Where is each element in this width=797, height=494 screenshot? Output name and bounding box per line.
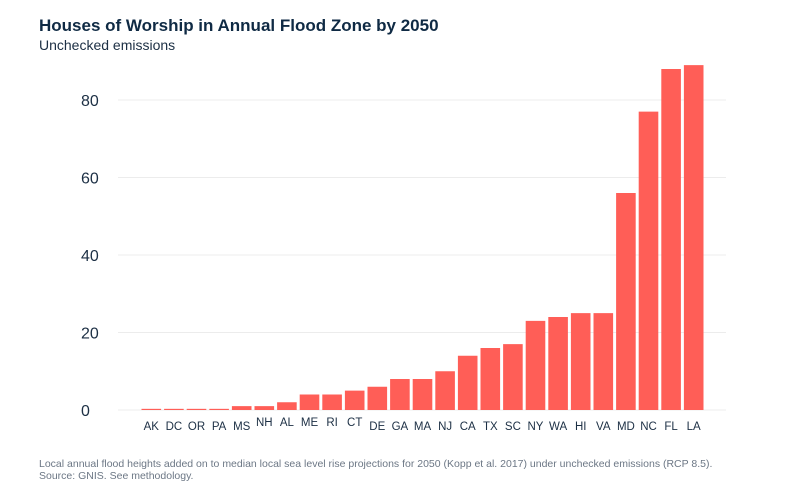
x-tick-label: TX: [483, 421, 498, 433]
x-tick-label: MA: [414, 421, 432, 433]
chart-title: Houses of Worship in Annual Flood Zone b…: [39, 16, 439, 35]
y-tick-label: 0: [81, 403, 90, 420]
bar-wa: [548, 317, 568, 410]
bar-ms: [231, 406, 252, 410]
bar-hi: [570, 313, 591, 410]
bar-nc: [638, 111, 659, 410]
footnote-line-2: Source: GNIS. See methodology.: [39, 470, 194, 482]
y-tick-label: 20: [81, 326, 99, 343]
x-tick-label: RI: [326, 417, 338, 429]
y-tick-label: 80: [81, 93, 99, 110]
x-tick-label: PA: [212, 421, 227, 433]
x-tick-label: LA: [687, 421, 701, 433]
x-tick-label: ME: [301, 417, 319, 429]
bar-ca: [457, 355, 478, 410]
x-tick-label: NH: [256, 417, 273, 429]
chart-subtitle: Unchecked emissions: [39, 37, 176, 53]
x-tick-label: MD: [617, 421, 635, 433]
bar-ct: [344, 390, 365, 410]
bar-sc: [503, 344, 523, 410]
x-tick-label: VA: [596, 421, 611, 433]
x-tick-label: AK: [144, 421, 160, 433]
bar-ma: [412, 379, 433, 410]
bar-or: [186, 408, 207, 410]
footnote-line-1: Local annual flood heights added on to m…: [39, 458, 713, 470]
bar-pa: [209, 408, 229, 410]
x-tick-label: NY: [528, 421, 544, 433]
bar-nj: [435, 371, 455, 410]
bar-dc: [164, 408, 184, 410]
bar-ny: [525, 320, 546, 410]
x-tick-label: DC: [166, 421, 183, 433]
x-tick-label: WA: [549, 421, 567, 433]
chart-footnote: Local annual flood heights added on to m…: [39, 458, 712, 482]
x-tick-label: CT: [347, 417, 362, 429]
bar-md: [616, 193, 636, 410]
x-tick-label: GA: [392, 421, 409, 433]
bar-al: [277, 402, 297, 410]
x-tick-label: FL: [664, 421, 678, 433]
x-tick-label: AL: [280, 417, 295, 429]
bar-fl: [661, 69, 681, 410]
x-tick-label: NC: [640, 421, 657, 433]
x-tick-label: HI: [575, 421, 587, 433]
bar-ri: [322, 394, 342, 410]
bar-tx: [480, 348, 501, 410]
x-tick-label: SC: [505, 421, 521, 433]
x-tick-label: OR: [188, 421, 205, 433]
x-tick-label: NJ: [438, 421, 452, 433]
x-tick-label: CA: [460, 421, 476, 433]
bar-nh: [254, 406, 275, 410]
bar-va: [593, 313, 614, 410]
x-tick-label: MS: [233, 421, 251, 433]
bar-de: [367, 386, 388, 410]
bar-ga: [390, 379, 410, 410]
x-tick-label: DE: [369, 421, 385, 433]
bar-la: [683, 65, 704, 410]
y-tick-label: 60: [81, 171, 99, 188]
y-tick-label: 40: [81, 248, 99, 265]
bar-me: [299, 394, 320, 410]
bar-ak: [141, 408, 162, 410]
